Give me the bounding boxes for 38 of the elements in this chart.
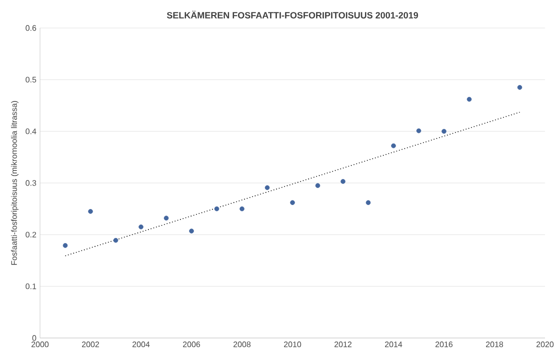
point: [62, 243, 68, 248]
y-tick-label: 0.3: [26, 180, 36, 186]
point: [366, 200, 371, 206]
x-tick-label: 2006: [183, 342, 200, 348]
point: [290, 200, 295, 206]
point: [315, 183, 320, 188]
y-tick-label: 0.5: [26, 76, 36, 82]
x-tick-label: 2000: [32, 342, 49, 348]
point: [189, 228, 194, 234]
point: [113, 238, 118, 243]
y-tick-label: 0.4: [26, 128, 36, 134]
point: [442, 128, 446, 134]
x-tick-label: 2018: [486, 342, 504, 348]
x-tick-label: 2012: [334, 342, 352, 348]
y-tick-label: 0.1: [26, 283, 36, 290]
x-tick-label: 2004: [132, 342, 150, 348]
y-tick-label: 0: [32, 335, 36, 341]
point: [138, 224, 144, 230]
y-tick-label: 0.2: [26, 232, 36, 238]
x-tick-label: 2008: [234, 342, 251, 348]
point: [416, 128, 422, 134]
point: [214, 206, 220, 212]
point: [391, 143, 396, 148]
point: [164, 216, 169, 221]
x-tick-label: 2020: [536, 342, 554, 348]
point: [466, 96, 472, 102]
point: [264, 185, 270, 190]
point: [340, 179, 346, 184]
point: [517, 85, 522, 90]
point: [240, 206, 244, 212]
x-tick-label: 2010: [284, 342, 302, 348]
point: [88, 209, 93, 214]
y-axis-title: Fosfaatti-fosforipitoisuus (mikromoolia litrassa): [11, 101, 18, 265]
chart-title: SELKÄMEREN FOSFAATTI-FOSFORIPITOISUUS 2001-2019: [166, 10, 418, 18]
x-tick-label: 2016: [436, 342, 453, 348]
y-tick-label: 0.6: [26, 25, 36, 31]
x-tick-label: 2014: [385, 342, 402, 348]
x-tick-label: 2002: [82, 342, 99, 348]
